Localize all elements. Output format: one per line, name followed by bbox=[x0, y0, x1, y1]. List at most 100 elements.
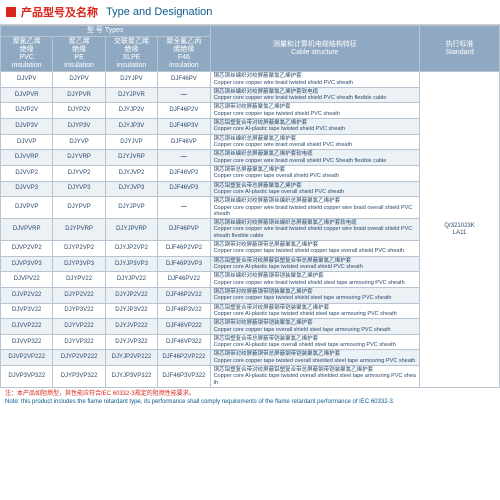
type-cell: DJYPVR bbox=[53, 87, 105, 103]
type-cell: DJYJVP3 bbox=[105, 181, 157, 197]
type-cell: DJYJP3VP322 bbox=[105, 366, 157, 388]
type-cell: DJF46PVP bbox=[158, 219, 210, 241]
type-cell: DJVPVR bbox=[1, 87, 53, 103]
type-cell: DJYJVP322 bbox=[105, 334, 157, 350]
th-xlpe: 交联聚乙烯绝缘XLPEinsulation bbox=[105, 37, 157, 72]
type-cell: DJVVP222 bbox=[1, 319, 53, 335]
type-cell: DJVVP3 bbox=[1, 181, 53, 197]
red-square-icon bbox=[6, 7, 16, 17]
type-cell: DJVPVP bbox=[1, 197, 53, 219]
type-cell: DJYJPVRP bbox=[105, 219, 157, 241]
structure-cell: 铜芯铝塑复合带对绞屏蔽铝塑复合带总屏蔽钢带铠装聚氯乙烯护套Copper core… bbox=[210, 366, 420, 388]
type-cell: DJF46VP322 bbox=[158, 334, 210, 350]
table-head: 型 号 Types 测量和计算机电缆结构特征Cable structure 执行… bbox=[1, 26, 500, 72]
type-cell: DJYJVP2 bbox=[105, 165, 157, 181]
type-cell: DJYJVP222 bbox=[105, 319, 157, 335]
type-cell: — bbox=[158, 197, 210, 219]
type-cell: DJYP3V22 bbox=[53, 303, 105, 319]
type-cell: DJYJP2VP2 bbox=[105, 241, 157, 257]
type-cell: DJF46VP bbox=[158, 134, 210, 150]
table-row: DJVPVDJYPVDJYJPVDJF46PV铜芯铜丝编织对绞屏蔽聚氯乙烯护套C… bbox=[1, 72, 500, 88]
structure-cell: 铜芯铜带对绞屏蔽钢带铠装聚氯乙烯护套Copper core copper tap… bbox=[210, 319, 420, 335]
type-cell: DJVP2V bbox=[1, 103, 53, 119]
type-cell: DJYPV22 bbox=[53, 272, 105, 288]
structure-cell: 铜芯铜带对绞屏蔽聚氯乙烯护套Copper core copper tape tw… bbox=[210, 103, 420, 119]
type-cell: DJF46P3VP3 bbox=[158, 256, 210, 272]
type-cell: DJYJP2V bbox=[105, 103, 157, 119]
th-structure: 测量和计算机电缆结构特征Cable structure bbox=[210, 26, 420, 72]
structure-cell: 铜芯铜丝编织对绞屏蔽铜丝编织总屏蔽聚氯乙烯护套软电缆Copper core co… bbox=[210, 219, 420, 241]
type-cell: DJVP2VP2 bbox=[1, 241, 53, 257]
type-cell: DJYVP322 bbox=[53, 334, 105, 350]
type-cell: DJF46P2VP2 bbox=[158, 241, 210, 257]
type-cell: DJF46P2VP222 bbox=[158, 350, 210, 366]
type-cell: DJYJP3VP3 bbox=[105, 256, 157, 272]
type-cell: DJYP2VP2 bbox=[53, 241, 105, 257]
type-cell: DJVP2V22 bbox=[1, 287, 53, 303]
type-cell: — bbox=[158, 150, 210, 166]
type-cell: DJYJPVR bbox=[105, 87, 157, 103]
designation-table: 型 号 Types 测量和计算机电缆结构特征Cable structure 执行… bbox=[0, 25, 500, 388]
type-cell: DJF46VP2 bbox=[158, 165, 210, 181]
type-cell: DJYPVRP bbox=[53, 219, 105, 241]
th-f46: 聚全氟乙丙烯绝缘F46insulation bbox=[158, 37, 210, 72]
th-types: 型 号 Types bbox=[1, 26, 211, 37]
type-cell: DJF46PV22 bbox=[158, 272, 210, 288]
structure-cell: 铜芯铜丝编织对绞屏蔽钢带铠装聚氯乙烯护套Copper core copper w… bbox=[210, 272, 420, 288]
section-header: 产品型号及名称 Type and Designation bbox=[0, 0, 500, 25]
type-cell: DJVVP2 bbox=[1, 165, 53, 181]
type-cell: DJVP3V22 bbox=[1, 303, 53, 319]
type-cell: DJYJP3V bbox=[105, 119, 157, 135]
th-pe: 聚乙烯绝缘PEinsulation bbox=[53, 37, 105, 72]
type-cell: DJF46P3VP322 bbox=[158, 366, 210, 388]
type-cell: DJYJP2V22 bbox=[105, 287, 157, 303]
type-cell: DJYJPV22 bbox=[105, 272, 157, 288]
type-cell: DJYJVP bbox=[105, 134, 157, 150]
type-cell: DJVPV22 bbox=[1, 272, 53, 288]
type-cell: DJYPVP bbox=[53, 197, 105, 219]
structure-cell: 铜芯铜丝编织对绞屏蔽聚氯乙烯护套Copper core copper wire … bbox=[210, 72, 420, 88]
type-cell: DJYVP222 bbox=[53, 319, 105, 335]
structure-cell: 铜芯铜丝编织对绞屏蔽铜丝编织总屏蔽聚氯乙烯护套Copper core coppe… bbox=[210, 197, 420, 219]
type-cell: DJF46PV bbox=[158, 72, 210, 88]
type-cell: DJF46VP222 bbox=[158, 319, 210, 335]
type-cell: DJYJVRP bbox=[105, 150, 157, 166]
structure-cell: 铜芯铝塑复合带对绞屏蔽铝塑复合带总屏蔽聚氯乙烯护套Copper core Al-… bbox=[210, 256, 420, 272]
footer-note: 注：本产品如阻燃型，其性能应符合IEC 60332-3规定的阻燃性能要求。 No… bbox=[0, 388, 500, 410]
type-cell: DJVP3VP322 bbox=[1, 366, 53, 388]
type-cell: DJYP3VP322 bbox=[53, 366, 105, 388]
table-body: DJVPVDJYPVDJYJPVDJF46PV铜芯铜丝编织对绞屏蔽聚氯乙烯护套C… bbox=[1, 72, 500, 388]
type-cell: DJYJP2VP222 bbox=[105, 350, 157, 366]
th-standard: 执行标准Standard bbox=[420, 26, 500, 72]
type-cell: DJVP3VP3 bbox=[1, 256, 53, 272]
structure-cell: 铜芯铝塑复合带总屏蔽聚氯乙烯护套Copper core Al-plastic t… bbox=[210, 181, 420, 197]
type-cell: DJVP3V bbox=[1, 119, 53, 135]
type-cell: DJVPV bbox=[1, 72, 53, 88]
structure-cell: 铜芯铝塑复合带对绞屏蔽聚氯乙烯护套Copper core Al-plastic … bbox=[210, 119, 420, 135]
type-cell: DJVP2VP222 bbox=[1, 350, 53, 366]
header-cn: 产品型号及名称 bbox=[21, 4, 98, 20]
type-cell: DJYJP3V22 bbox=[105, 303, 157, 319]
type-cell: — bbox=[158, 87, 210, 103]
type-cell: DJYVP2 bbox=[53, 165, 105, 181]
structure-cell: 铜芯铝塑复合带对绞屏蔽钢带铠装聚氯乙烯护套Copper core Al-plas… bbox=[210, 303, 420, 319]
structure-cell: 铜芯铜丝编织总屏蔽聚氯乙烯护套Copper core copper wire b… bbox=[210, 134, 420, 150]
type-cell: DJYVRP bbox=[53, 150, 105, 166]
type-cell: DJYVP3 bbox=[53, 181, 105, 197]
standard-cell: Q/321023KLA11 bbox=[420, 72, 500, 388]
header-en: Type and Designation bbox=[106, 6, 212, 18]
type-cell: DJYP2V22 bbox=[53, 287, 105, 303]
type-cell: DJVVRP bbox=[1, 150, 53, 166]
type-cell: DJYJPV bbox=[105, 72, 157, 88]
type-cell: DJYPV bbox=[53, 72, 105, 88]
structure-cell: 铜芯铜丝编织对绞屏蔽聚氯乙烯护套软电缆Copper core copper wi… bbox=[210, 87, 420, 103]
type-cell: DJYP3VP3 bbox=[53, 256, 105, 272]
structure-cell: 铜芯铜带对绞屏蔽钢带铠装聚氯乙烯护套Copper core copper tap… bbox=[210, 287, 420, 303]
type-cell: DJF46P3V bbox=[158, 119, 210, 135]
type-cell: DJYJPVP bbox=[105, 197, 157, 219]
type-cell: DJYP3V bbox=[53, 119, 105, 135]
type-cell: DJVVP bbox=[1, 134, 53, 150]
structure-cell: 铜芯铜带对绞屏蔽铜带总屏蔽钢带铠装聚氯乙烯护套Copper core coppe… bbox=[210, 350, 420, 366]
type-cell: DJF46P2V bbox=[158, 103, 210, 119]
structure-cell: 铜芯铜带对绞屏蔽铜带总屏蔽聚氯乙烯护套Copper core copper ta… bbox=[210, 241, 420, 257]
